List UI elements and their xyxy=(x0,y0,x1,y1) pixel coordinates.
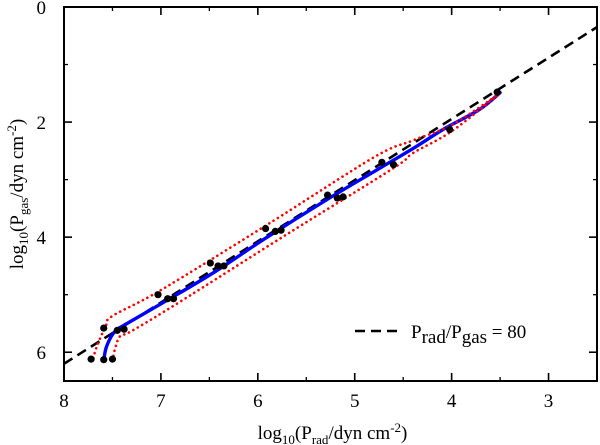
data-point xyxy=(261,224,270,233)
data-point xyxy=(206,259,214,267)
labels-layer: 8 7 6 5 4 3 0 2 4 6 log10(Prad/dyn cm-2) log10(Pgas… xyxy=(4,0,553,445)
series-line-dotted xyxy=(111,92,502,363)
x-tick-label: 4 xyxy=(447,391,457,412)
series-line-dotted xyxy=(91,92,502,360)
y-axis-title: log10(Pgas/dyn cm-2) xyxy=(4,119,31,269)
legend: Prad/Pgas = 80 xyxy=(355,322,526,348)
x-tick-label: 5 xyxy=(350,391,360,412)
data-point xyxy=(271,227,279,235)
data-point xyxy=(108,355,117,363)
series-layer xyxy=(64,26,597,365)
data-point xyxy=(100,356,108,364)
y-tick-label: 2 xyxy=(37,113,47,134)
x-tick-label: 6 xyxy=(253,391,263,412)
x-axis-title: log10(Prad/dyn cm-2) xyxy=(258,420,408,445)
plot-frame xyxy=(63,6,598,382)
legend-label: Prad/Pgas = 80 xyxy=(411,322,526,348)
y-tick-label: 4 xyxy=(37,228,47,249)
x-tick-label: 3 xyxy=(544,391,554,412)
data-point xyxy=(323,191,332,199)
y-tick-label: 0 xyxy=(37,0,47,19)
y-tick-label: 6 xyxy=(37,343,47,364)
data-point xyxy=(333,194,341,202)
x-tick-label: 7 xyxy=(156,391,166,412)
data-point xyxy=(164,295,172,303)
data-point xyxy=(120,325,128,333)
data-point xyxy=(339,193,347,201)
data-point xyxy=(277,226,285,234)
data-point xyxy=(378,158,386,166)
data-point xyxy=(389,161,398,169)
data-point xyxy=(154,291,162,299)
data-point xyxy=(87,355,95,363)
data-point xyxy=(446,125,454,134)
data-point xyxy=(113,326,121,334)
series-line-solid xyxy=(102,91,502,363)
x-tick-label: 8 xyxy=(59,391,69,412)
y-axis-title-group: log10(Pgas/dyn cm-2) xyxy=(4,119,31,269)
ticks-layer xyxy=(63,6,598,381)
data-point xyxy=(169,295,178,303)
data-points xyxy=(87,88,501,364)
series-line-dashed xyxy=(64,26,597,365)
data-point xyxy=(493,88,501,96)
data-point xyxy=(220,262,228,270)
data-point xyxy=(214,262,222,270)
data-point xyxy=(100,324,108,332)
